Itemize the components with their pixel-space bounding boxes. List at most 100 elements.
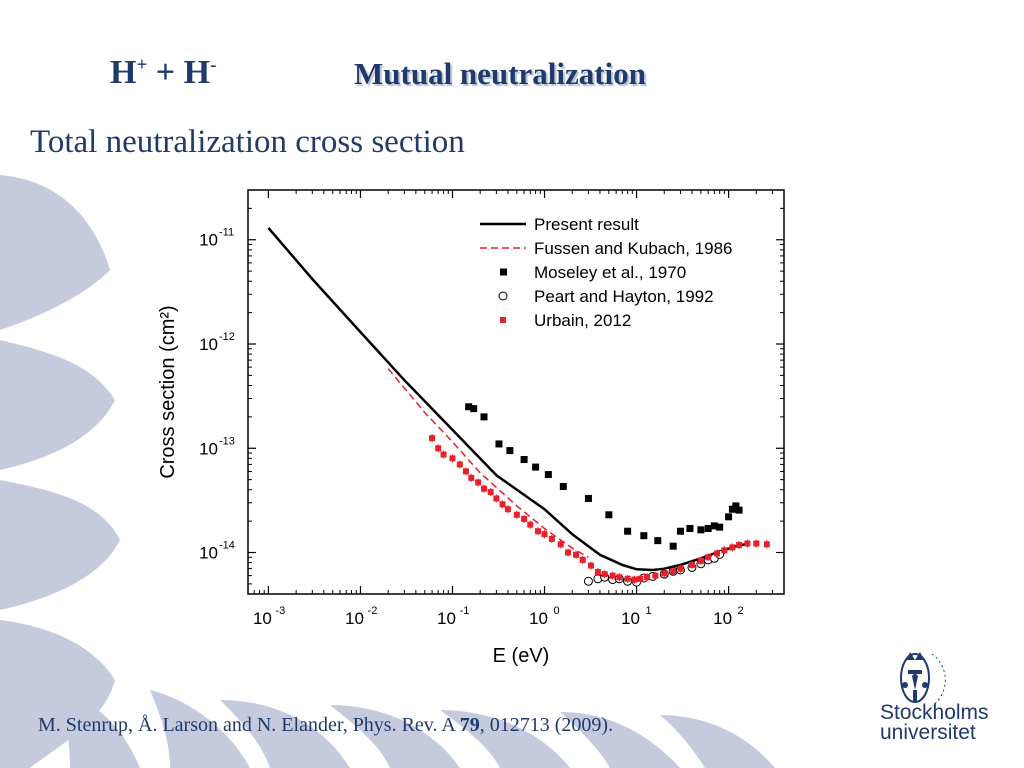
- urbain-point: [487, 489, 494, 496]
- urbain-point: [449, 455, 456, 462]
- urbain-point: [697, 557, 704, 564]
- urbain-point: [573, 551, 580, 558]
- chart-container: 10 -3 10 -2 10 -1 10 0 10 1 10 2 10 -14 10 -13 10 -12 10 -1…: [130, 182, 800, 672]
- urbain-point: [462, 468, 469, 475]
- y-tick-label-exp: -14: [219, 540, 235, 552]
- moseley-point: [725, 513, 733, 521]
- urbain-point: [535, 528, 542, 535]
- urbain-point: [744, 540, 751, 547]
- moseley-point: [654, 537, 662, 545]
- urbain-point: [527, 521, 534, 528]
- peart-hayton-point: [583, 576, 593, 586]
- x-tick-label-exp: -1: [460, 605, 470, 617]
- urbain-point: [631, 576, 638, 583]
- urbain-point: [456, 461, 463, 468]
- urbain-point: [557, 541, 564, 548]
- legend-label: Peart and Hayton, 1992: [534, 287, 714, 306]
- urbain-point: [601, 571, 608, 578]
- moseley-point: [470, 405, 478, 413]
- x-tick-label-exp: -3: [276, 605, 286, 617]
- x-tick-label-exp: 1: [645, 605, 651, 617]
- moseley-point: [532, 463, 540, 471]
- moseley-point: [716, 523, 724, 531]
- moseley-point: [640, 532, 648, 540]
- urbain-point: [475, 479, 482, 486]
- urbain-point: [579, 556, 586, 563]
- urbain-point: [688, 561, 695, 568]
- urbain-point: [440, 451, 447, 458]
- x-tick-label-exp: -2: [368, 605, 378, 617]
- urbain-point: [468, 474, 475, 481]
- plot-frame: [247, 189, 785, 595]
- legend-label: Moseley et al., 1970: [534, 263, 686, 282]
- y-tick-label-exp: -13: [219, 435, 235, 447]
- moseley-point: [544, 471, 552, 479]
- crown-emblem-icon: [900, 652, 930, 703]
- legend-label: Fussen and Kubach, 1986: [534, 239, 732, 258]
- legend-swatch-peart-hayton: [498, 291, 508, 301]
- urbain-point: [548, 535, 555, 542]
- moseley-point: [676, 527, 684, 535]
- moseley-point: [465, 403, 473, 411]
- urbain-point: [565, 549, 572, 556]
- moseley-point: [732, 502, 740, 510]
- moseley-point: [710, 522, 718, 530]
- legend-swatch-urbain: [500, 317, 506, 323]
- moseley-point: [495, 440, 503, 448]
- x-tick-label: 10: [713, 609, 732, 628]
- urbain-point: [652, 572, 659, 579]
- moseley-point: [520, 456, 528, 464]
- legend-swatch-moseley: [500, 268, 507, 276]
- legend-label: Urbain, 2012: [534, 311, 631, 330]
- urbain-point: [644, 574, 651, 581]
- urbain-point: [637, 575, 644, 582]
- legend-label: Present result: [534, 215, 639, 234]
- urbain-point: [521, 515, 528, 522]
- slide-subtitle: Total neutralization cross section: [30, 124, 465, 160]
- x-tick-label-exp: 2: [738, 605, 744, 617]
- y-tick-label-exp: -11: [219, 227, 234, 239]
- urbain-point: [763, 541, 770, 548]
- y-tick-label: 10: [199, 335, 218, 354]
- urbain-point: [670, 568, 677, 575]
- y-tick-label: 10: [199, 231, 218, 250]
- urbain-point: [729, 544, 736, 551]
- urbain-point: [499, 501, 506, 508]
- y-tick-label: 10: [199, 439, 218, 458]
- y-tick-label-exp: -12: [219, 331, 235, 343]
- moseley-point: [559, 482, 567, 490]
- urbain-point: [513, 511, 520, 518]
- urbain-point: [481, 485, 488, 492]
- deco-swooshes: [0, 175, 775, 768]
- moseley-point: [669, 542, 677, 550]
- urbain-point: [429, 435, 436, 442]
- moseley-point: [480, 413, 488, 421]
- urbain-point: [616, 574, 623, 581]
- urbain-point: [753, 540, 760, 547]
- x-tick-label: 10: [437, 609, 456, 628]
- moseley-point: [605, 511, 613, 519]
- moseley-point: [506, 447, 514, 455]
- urbain-point: [624, 575, 631, 582]
- citation: M. Stenrup, Å. Larson and N. Elander, Ph…: [38, 714, 614, 736]
- urbain-point: [541, 531, 548, 538]
- slide-title: Mutual neutralization: [354, 56, 646, 91]
- present-result-line: [267, 227, 746, 572]
- moseley-point: [584, 494, 592, 502]
- urbain-point: [504, 506, 511, 513]
- moseley-point: [735, 506, 743, 514]
- logo-text-line1: Stockholms: [880, 701, 989, 724]
- moseley-point: [686, 524, 694, 532]
- y-tick-label: 10: [199, 544, 218, 563]
- urbain-point: [721, 547, 728, 554]
- moseley-point: [704, 524, 712, 532]
- urbain-point: [588, 562, 595, 569]
- urbain-point: [594, 569, 601, 576]
- moseley-point: [624, 527, 632, 535]
- y-axis-label: Cross section (cm²): [157, 305, 179, 478]
- urbain-point: [705, 554, 712, 561]
- x-tick-label: 10: [529, 609, 548, 628]
- urbain-point: [435, 445, 442, 452]
